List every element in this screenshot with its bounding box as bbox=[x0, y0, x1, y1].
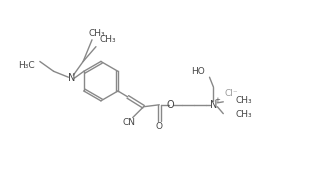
Text: O: O bbox=[166, 100, 174, 110]
Text: CH₃: CH₃ bbox=[89, 29, 105, 38]
Text: O: O bbox=[156, 122, 163, 131]
Text: CH₃: CH₃ bbox=[235, 110, 252, 119]
Text: H₃C: H₃C bbox=[18, 61, 35, 70]
Text: N: N bbox=[68, 73, 75, 83]
Text: +: + bbox=[214, 97, 220, 103]
Text: CN: CN bbox=[122, 118, 135, 127]
Text: Cl⁻: Cl⁻ bbox=[224, 89, 238, 98]
Text: N: N bbox=[210, 100, 217, 110]
Text: CH₃: CH₃ bbox=[235, 96, 252, 105]
Text: CH₃: CH₃ bbox=[100, 35, 116, 44]
Text: HO: HO bbox=[191, 67, 205, 76]
